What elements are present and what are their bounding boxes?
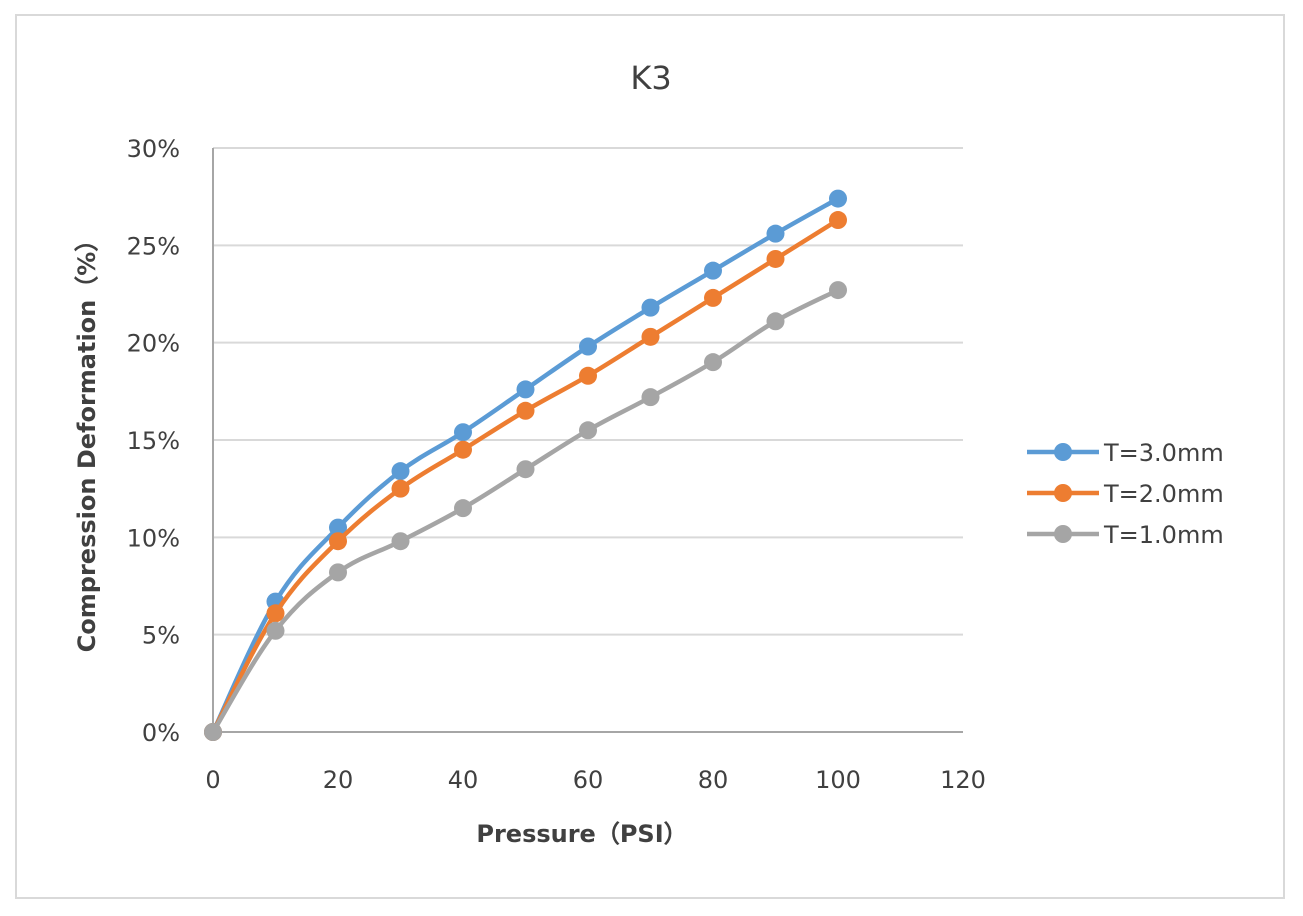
legend-marker xyxy=(1054,525,1072,543)
legend-label: T=3.0mm xyxy=(1103,439,1224,467)
y-tick-label: 10% xyxy=(127,524,180,552)
x-tick-labels: 0 20 40 60 80 100 120 xyxy=(205,766,986,794)
y-axis-label: Compression Deformation（%） xyxy=(73,228,101,653)
data-point xyxy=(579,337,597,356)
legend-marker xyxy=(1054,484,1072,502)
x-tick-label: 60 xyxy=(573,766,604,794)
legend-marker xyxy=(1054,443,1072,461)
legend-item: T=2.0mm xyxy=(1027,480,1224,508)
data-point xyxy=(579,366,597,385)
series-T=1.0mm xyxy=(204,281,847,741)
data-point xyxy=(516,401,535,420)
x-tick-label: 80 xyxy=(698,766,729,794)
gridlines xyxy=(213,147,963,636)
data-point xyxy=(829,189,847,208)
series-line xyxy=(211,288,840,734)
data-point xyxy=(391,479,410,498)
data-point xyxy=(266,604,285,623)
data-point xyxy=(766,224,785,243)
legend-label: T=2.0mm xyxy=(1103,480,1224,508)
data-point xyxy=(704,353,722,372)
data-point xyxy=(829,211,847,230)
x-tick-label: 0 xyxy=(205,766,220,794)
y-tick-label: 0% xyxy=(142,719,180,747)
legend-item: T=3.0mm xyxy=(1027,439,1224,467)
data-point xyxy=(641,327,660,346)
x-axis-label: Pressure（PSI） xyxy=(476,820,687,848)
legend-label: T=1.0mm xyxy=(1103,521,1224,549)
x-tick-label: 20 xyxy=(323,766,354,794)
data-point xyxy=(391,462,410,481)
data-point xyxy=(766,249,785,268)
series-group xyxy=(204,189,847,741)
data-point xyxy=(516,460,535,479)
y-tick-label: 25% xyxy=(127,232,180,260)
legend-item: T=1.0mm xyxy=(1027,521,1224,549)
y-tick-label: 20% xyxy=(127,330,180,358)
series-line xyxy=(210,196,840,733)
data-point xyxy=(266,621,285,640)
y-tick-labels: 0% 5% 10% 15% 20% 25% 30% xyxy=(127,135,180,747)
x-tick-label: 40 xyxy=(448,766,479,794)
data-point xyxy=(641,388,660,407)
data-point xyxy=(391,532,410,551)
x-tick-label: 100 xyxy=(815,766,861,794)
data-point xyxy=(329,532,347,551)
x-tick-label: 120 xyxy=(940,766,986,794)
series-T=2.0mm xyxy=(204,211,847,741)
data-point xyxy=(454,499,472,518)
data-point xyxy=(704,288,722,307)
legend: T=3.0mm T=2.0mm T=1.0mm xyxy=(1027,439,1224,549)
data-point xyxy=(704,261,722,280)
data-point xyxy=(829,281,847,300)
data-point xyxy=(766,312,785,331)
axes xyxy=(212,148,963,733)
chart-frame xyxy=(15,14,1285,899)
data-point xyxy=(641,298,660,317)
data-point xyxy=(579,421,597,440)
data-point xyxy=(454,440,472,459)
data-point xyxy=(454,423,472,442)
y-tick-label: 5% xyxy=(142,622,180,650)
series-line xyxy=(211,218,840,734)
data-point xyxy=(516,380,535,399)
y-tick-label: 15% xyxy=(127,427,180,455)
data-point xyxy=(329,518,347,537)
y-tick-label: 30% xyxy=(127,135,180,163)
data-point xyxy=(204,723,222,741)
data-point xyxy=(329,563,347,582)
chart-title: K3 xyxy=(630,59,671,97)
